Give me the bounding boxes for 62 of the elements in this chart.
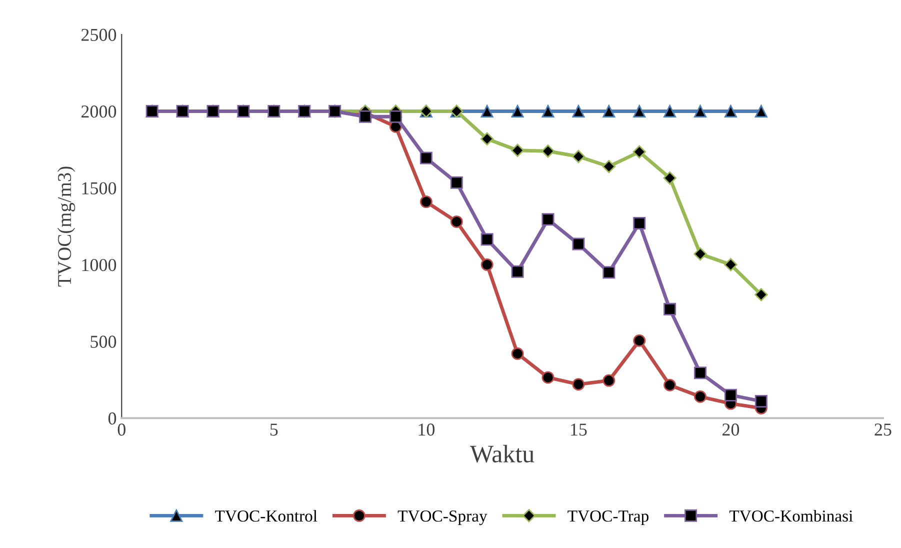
point [754,104,768,118]
point [664,378,676,392]
y-tick-label: 1000 [82,258,116,272]
point [420,152,432,164]
point [542,104,554,118]
legend-label: TVOC-Spray [398,510,488,526]
point [510,144,524,157]
y-tick-label: 2000 [81,106,116,118]
point [511,347,524,360]
legend-label: TVOC-Kombinasi [729,510,853,522]
x-tick-label: 5 [270,424,278,436]
point [694,390,707,403]
y-tick-label: 0 [108,412,116,425]
point [694,104,707,118]
point [694,366,707,380]
x-tick-label: 0 [118,424,126,436]
point [663,171,676,185]
point [572,238,585,250]
point [754,288,768,302]
point [542,213,554,226]
point [450,176,463,189]
x-tick-label: 10 [418,424,435,436]
point [572,104,585,118]
point [602,160,616,174]
legend-label: TVOC-Trap [568,510,648,526]
point [633,334,646,347]
point [420,196,432,208]
point [664,302,676,316]
point [389,110,402,123]
point [754,394,768,408]
point [541,144,555,158]
point [724,388,737,402]
legend-label: TVOC-Kontrol [215,510,318,522]
x-tick-label: 25 [874,424,892,436]
point [359,110,372,123]
point [602,266,616,279]
point [511,265,524,278]
point [602,104,616,118]
point [480,132,494,146]
y-tick-label: 500 [90,336,116,348]
point [542,371,554,384]
point [632,145,646,158]
point [480,258,494,271]
point [572,150,586,164]
point [511,104,524,118]
y-axis-title: TVOC(mg/m3) [57,166,76,286]
point [694,247,707,261]
point [664,104,676,118]
point [450,215,463,228]
x-tick-label: 20 [722,424,740,436]
point [480,104,494,118]
y-tick-label: 1500 [82,182,116,194]
point [724,104,737,118]
point [480,233,494,246]
point [602,374,616,387]
point [633,217,646,230]
point [633,104,646,118]
x-tick-label: 15 [571,424,587,436]
point [572,378,585,391]
x-axis-title: Waktu [470,444,534,463]
y-tick-label: 2500 [81,28,116,41]
point [724,258,738,272]
